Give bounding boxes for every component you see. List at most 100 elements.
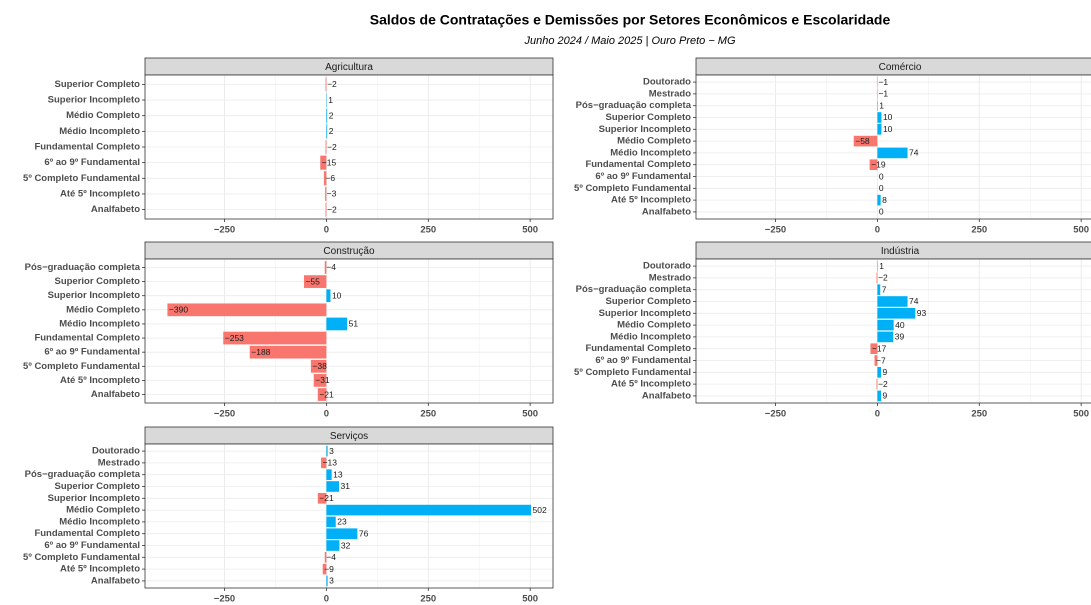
value-label: −7 <box>876 355 886 365</box>
value-label: −2 <box>878 379 888 389</box>
value-label: 1 <box>328 95 333 105</box>
bar <box>877 307 916 319</box>
y-tick-label: 5º Completo Fundamental <box>574 183 691 194</box>
y-tick-label: Analfabeto <box>642 390 691 401</box>
y-tick-label: Mestrado <box>649 88 691 99</box>
y-tick-label: Médio Completo <box>66 110 140 121</box>
y-tick-label: Médio Incompleto <box>610 331 691 342</box>
y-tick-label: Até 5º Incompleto <box>60 375 140 386</box>
y-tick-label: Médio Incompleto <box>59 516 140 527</box>
value-label: −188 <box>251 347 270 357</box>
value-label: 93 <box>917 308 927 318</box>
bar <box>323 171 327 186</box>
value-label: 10 <box>883 124 893 134</box>
y-tick-label: Médio Completo <box>617 320 691 331</box>
value-label: 2 <box>329 126 334 136</box>
y-tick-label: Superior Incompleto <box>48 290 141 301</box>
value-label: −15 <box>322 157 337 167</box>
y-tick-label: Até 5º Incompleto <box>611 195 691 206</box>
value-label: −6 <box>325 173 335 183</box>
x-tick-label: 500 <box>1073 225 1089 236</box>
x-tick-label: 500 <box>522 409 538 420</box>
bar <box>326 317 348 331</box>
x-tick-label: 500 <box>522 225 538 236</box>
bar <box>877 284 881 295</box>
y-tick-label: 5º Completo Fundamental <box>574 367 691 378</box>
value-label: 0 <box>879 183 884 193</box>
x-tick-label: 0 <box>875 225 880 236</box>
value-label: 3 <box>329 446 334 456</box>
bar <box>877 147 908 159</box>
bar <box>249 345 327 359</box>
value-label: 1 <box>879 100 884 110</box>
bar <box>321 457 327 469</box>
bar <box>326 108 328 123</box>
value-label: 76 <box>359 528 369 538</box>
value-label: −17 <box>872 343 887 353</box>
value-label: −390 <box>169 305 188 315</box>
bar <box>322 563 327 575</box>
value-label: −4 <box>326 552 336 562</box>
bar <box>324 261 327 274</box>
strip-label: Indústria <box>881 246 920 257</box>
value-label: −1 <box>878 77 888 87</box>
bar <box>877 194 881 206</box>
y-tick-label: Superior Completo <box>605 296 691 307</box>
panel-background <box>145 444 553 588</box>
value-label: 9 <box>883 391 888 401</box>
value-label: 31 <box>341 481 351 491</box>
bar <box>877 390 882 402</box>
x-tick-label: 0 <box>875 409 880 420</box>
strip-label: Construção <box>323 246 375 257</box>
value-label: 32 <box>341 540 351 550</box>
bar <box>877 331 894 343</box>
bar <box>320 155 327 170</box>
y-tick-label: Pós−graduação completa <box>576 100 692 111</box>
y-tick-label: 6º ao 9º Fundamental <box>595 355 691 366</box>
value-label: −13 <box>323 458 338 468</box>
bar <box>326 481 340 492</box>
x-tick-label: 250 <box>420 594 436 605</box>
y-tick-label: Fundamental Completo <box>585 343 691 354</box>
x-tick-label: −250 <box>765 409 786 420</box>
panel-border <box>144 258 554 404</box>
y-tick-label: Superior Incompleto <box>599 308 692 319</box>
y-tick-label: Médio Completo <box>617 136 691 147</box>
y-tick-label: Doutorado <box>643 77 691 88</box>
bar <box>326 528 358 540</box>
panel-background <box>696 75 1091 219</box>
bar <box>324 552 327 563</box>
value-label: 10 <box>883 112 893 122</box>
x-tick-label: −250 <box>214 409 235 420</box>
bar <box>869 159 878 171</box>
bar <box>326 516 336 528</box>
value-label: −2 <box>327 204 337 214</box>
y-tick-label: 6º ao 9º Fundamental <box>44 540 140 551</box>
value-label: 10 <box>332 290 342 300</box>
value-label: 74 <box>909 148 919 158</box>
bar <box>326 445 328 457</box>
y-tick-label: 5º Completo Fundamental <box>23 552 140 563</box>
y-tick-label: Médio Incompleto <box>59 126 140 137</box>
bar <box>874 355 878 366</box>
x-tick-label: 500 <box>522 594 538 605</box>
value-label: 40 <box>895 320 905 330</box>
value-label: 13 <box>333 469 343 479</box>
panel-border <box>144 74 554 220</box>
y-tick-label: Fundamental Completo <box>34 142 140 153</box>
value-label: −31 <box>315 375 330 385</box>
value-label: −3 <box>327 189 337 199</box>
y-tick-label: Doutorado <box>643 261 691 272</box>
bar <box>326 124 328 139</box>
y-tick-label: Superior Completo <box>54 481 140 492</box>
bar <box>877 123 882 135</box>
value-label: −4 <box>326 262 336 272</box>
y-tick-label: Analfabeto <box>91 389 140 400</box>
bar <box>310 359 327 373</box>
x-tick-label: −250 <box>214 225 235 236</box>
bar <box>325 186 327 201</box>
y-tick-label: Até 5º Incompleto <box>611 379 691 390</box>
bar <box>326 289 331 303</box>
value-label: 7 <box>882 284 887 294</box>
y-tick-label: Pós−graduação completa <box>25 469 141 480</box>
